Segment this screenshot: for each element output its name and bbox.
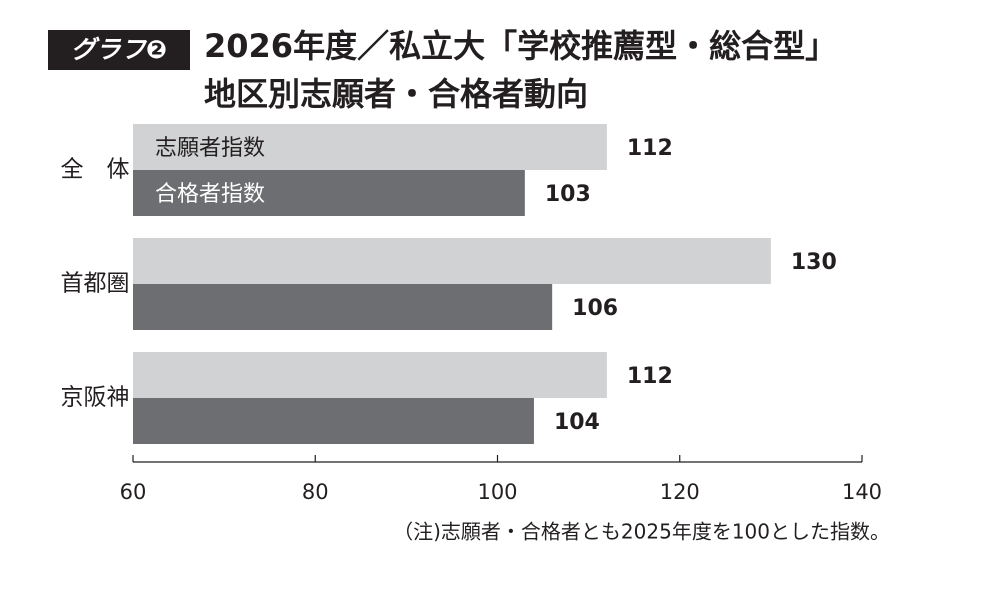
badge-bg: [48, 30, 190, 70]
legend-label: 合格者指数: [155, 182, 265, 207]
x-tick-label: 80: [302, 480, 329, 504]
value-label: 112: [627, 136, 673, 161]
value-label: 104: [554, 410, 600, 435]
bar: [133, 398, 534, 444]
bar: [133, 170, 525, 216]
value-label: 103: [545, 182, 591, 207]
x-tick-label: 100: [477, 480, 517, 504]
bar: [133, 352, 607, 398]
bar: [133, 124, 607, 170]
bar: [133, 238, 771, 284]
chart-title: 2026年度／私立大「学校推薦型・総合型」: [204, 27, 837, 65]
bar: [133, 284, 553, 330]
legend-label: 志願者指数: [155, 136, 265, 161]
value-label: 130: [791, 250, 837, 275]
x-tick-label: 60: [120, 480, 147, 504]
value-label: 106: [572, 296, 618, 321]
x-tick-label: 120: [660, 480, 700, 504]
chart-title: 地区別志願者・合格者動向: [204, 75, 588, 113]
y-tick-label: 京阪神: [61, 385, 130, 411]
badge: グラフ❷: [71, 35, 167, 64]
y-tick-label: 首都圏: [61, 271, 130, 297]
y-tick-label: 全 体: [61, 157, 130, 183]
x-tick-label: 140: [842, 480, 882, 504]
note: （注)志願者・合格者とも2025年度を100とした指数。: [393, 520, 890, 544]
value-label: 112: [627, 364, 673, 389]
